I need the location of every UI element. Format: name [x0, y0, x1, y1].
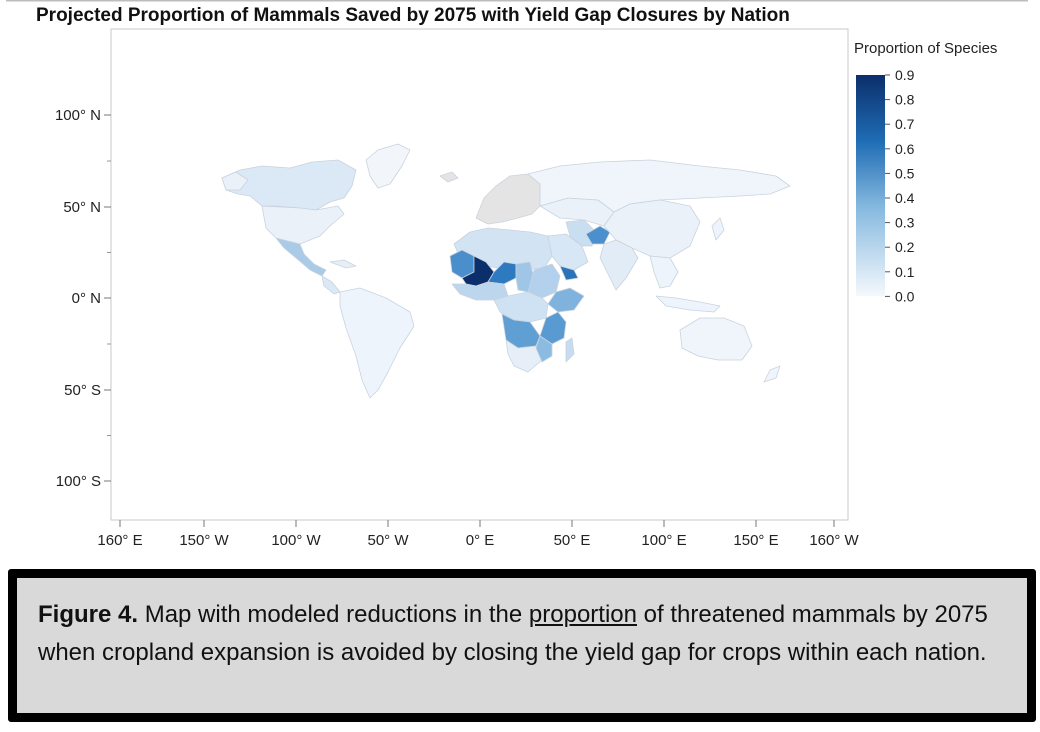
y-tick-label: 100° S [56, 473, 101, 490]
legend-tick-label: 0.0 [895, 288, 915, 304]
legend-tick-label: 0.2 [895, 239, 915, 255]
legend-tick-label: 0.3 [895, 215, 915, 231]
figure-caption: Figure 4. Map with modeled reductions in… [38, 596, 1018, 672]
central-africa-shape [493, 291, 549, 323]
japan-shape [711, 217, 725, 241]
south-america-shape [339, 287, 415, 399]
legend-tick-label: 0.1 [895, 264, 915, 280]
x-tick-label: 160° W [809, 532, 859, 549]
west-africa-shape [451, 281, 509, 301]
x-tick-label: 50° W [367, 532, 409, 549]
y-tick-label: 50° N [63, 199, 101, 216]
x-axis: 160° E 150° W 100° W 50° W 0° E 50° E 100° E 15… [97, 520, 860, 549]
caption-text-before: Map with modeled reductions in the [138, 601, 529, 628]
mexico-shape [275, 237, 327, 277]
figure-label: Figure 4. [38, 601, 139, 628]
color-legend: Proportion of Species 0.9 0.8 0.7 0.6 0.5 0.4… [854, 40, 997, 304]
central-america-shape [321, 275, 341, 295]
legend-tick-label: 0.8 [895, 92, 915, 108]
legend-color-bar [856, 75, 885, 296]
new-zealand-shape [763, 365, 781, 383]
southeast-asia-shape [649, 255, 679, 289]
usa-shape [261, 205, 345, 245]
legend-tick-label: 0.9 [895, 67, 915, 83]
indonesia-shape [655, 295, 721, 313]
caribbean-shape [329, 259, 357, 269]
chart-title: Projected Proportion of Mammals Saved by… [36, 5, 790, 26]
x-tick-label: 100° E [641, 532, 686, 549]
canada-shape [221, 159, 357, 211]
y-axis: 100° N 50° N 0° N 50° S 100° S [55, 107, 111, 490]
x-tick-label: 100° W [271, 532, 321, 549]
legend-tick-label: 0.6 [895, 141, 915, 157]
mozambique-shape [535, 335, 553, 363]
map-chart: Projected Proportion of Mammals Saved by… [6, 0, 1028, 549]
india-shape [599, 239, 639, 291]
x-tick-label: 150° E [733, 532, 778, 549]
caption-box: Figure 4. Map with modeled reductions in… [8, 569, 1036, 722]
caption-underlined-word: proportion [528, 601, 637, 628]
x-tick-label: 0° E [466, 532, 495, 549]
legend-tick-label: 0.4 [895, 190, 915, 206]
legend-tick-label: 0.5 [895, 165, 915, 181]
world-landmasses [221, 143, 791, 399]
y-tick-label: 100° N [55, 107, 101, 124]
caption-text-after: of threatened mammals by 2075 when cropl… [38, 601, 988, 666]
x-tick-label: 150° W [179, 532, 229, 549]
x-tick-label: 160° E [97, 532, 142, 549]
alaska-shape [221, 171, 249, 191]
australia-shape [679, 317, 753, 361]
greenland-shape [365, 143, 411, 189]
iceland-shape [439, 171, 459, 183]
top-rule [6, 0, 1028, 2]
legend-ticks: 0.9 0.8 0.7 0.6 0.5 0.4 0.3 0.2 0.1 0.0 [885, 67, 915, 304]
x-tick-label: 50° E [554, 532, 591, 549]
russia-shape [527, 159, 791, 213]
y-tick-label: 50° S [64, 382, 101, 399]
yemen-shape [559, 265, 579, 281]
legend-tick-label: 0.7 [895, 116, 915, 132]
y-tick-label: 0° N [72, 290, 101, 307]
afghanistan-shape [585, 225, 611, 245]
legend-title: Proportion of Species [854, 40, 997, 57]
madagascar-shape [565, 337, 575, 363]
